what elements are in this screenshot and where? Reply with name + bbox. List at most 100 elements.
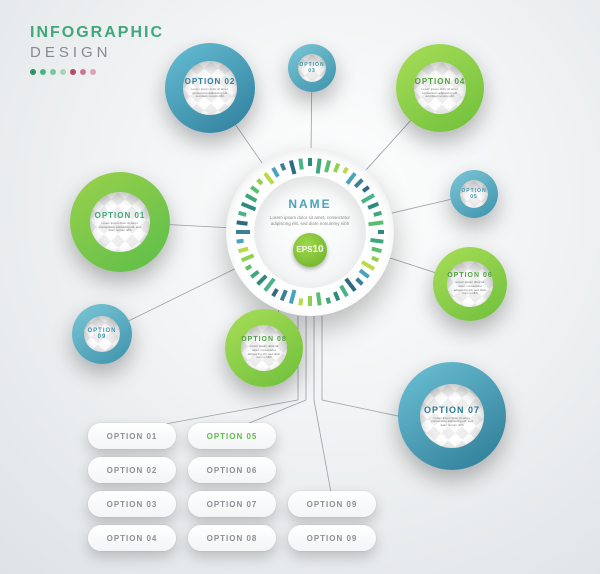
hub-tick xyxy=(245,193,257,202)
node-hole: OPTION 06Lorem ipsum dolor sit amet, con… xyxy=(447,261,493,307)
node-hole: OPTION 08 Lorem ipsum dolor sit amet, con… xyxy=(241,325,287,371)
hub-tick xyxy=(250,270,260,279)
hub-tick xyxy=(236,220,247,225)
node-hole: OPTION 05 xyxy=(460,180,488,208)
pill-option[interactable]: OPTION 01 xyxy=(88,423,176,449)
node-hole: OPTION 03 xyxy=(298,54,326,82)
pill-label: OPTION 04 xyxy=(107,534,158,543)
title-dot xyxy=(70,69,76,75)
node-hole: OPTION 01 Lorem ipsum dolor sit amet, con… xyxy=(90,192,150,252)
node-label: OPTION 08 xyxy=(241,336,287,343)
title-dot xyxy=(30,69,36,75)
node-label: OPTION 02 xyxy=(185,77,236,86)
node-opt09: OPTION 09 xyxy=(72,304,132,364)
hub-tick xyxy=(342,167,348,174)
eps-badge: EPS10 xyxy=(293,233,327,267)
title-dot-row xyxy=(30,69,164,75)
pill-option[interactable]: OPTION 09 xyxy=(288,525,376,551)
hub-tick xyxy=(355,277,363,285)
pill-label: OPTION 03 xyxy=(107,500,158,509)
hub-lorem: Lorem ipsum dolor sit amet, consectetur … xyxy=(268,215,352,226)
node-lorem: Lorem ipsum dolor sit amet, consectetur … xyxy=(247,345,282,359)
node-lorem: Lorem ipsum dolor sit amet, consectetur … xyxy=(421,88,460,99)
pill-option[interactable]: OPTION 08 xyxy=(188,525,276,551)
node-opt01: OPTION 01 Lorem ipsum dolor sit amet, con… xyxy=(70,172,170,272)
node-label: OPTION 06 xyxy=(447,272,493,279)
hub-tick xyxy=(236,230,250,234)
node-opt04: OPTION 04 Lorem ipsum dolor sit amet, con… xyxy=(396,44,484,132)
hub-tick xyxy=(280,163,286,171)
hub-tick xyxy=(361,260,375,270)
hub-tick xyxy=(238,211,247,217)
hub-tick xyxy=(308,158,312,166)
title-dot xyxy=(60,69,66,75)
pill-option[interactable]: OPTION 05 xyxy=(188,423,276,449)
hub-tick xyxy=(271,167,279,178)
node-lorem: Lorem ipsum dolor sit amet, consectetur … xyxy=(428,417,476,428)
hub-tick xyxy=(241,253,255,262)
pill-label: OPTION 06 xyxy=(207,466,258,475)
hub-tick xyxy=(378,230,384,234)
title-dot xyxy=(50,69,56,75)
hub-tick xyxy=(339,285,348,297)
title-dot xyxy=(90,69,96,75)
node-label: OPTION 04 xyxy=(415,77,466,86)
hub-tick xyxy=(324,160,331,173)
node-label: OPTION 05 xyxy=(460,188,488,200)
hub-tick xyxy=(362,185,370,192)
node-opt05: OPTION 05 xyxy=(450,170,498,218)
hub-tick xyxy=(373,211,382,217)
node-hole: OPTION 09 xyxy=(84,316,120,352)
canvas: INFOGRAPHIC DESIGN NAME Lorem ipsum dolo… xyxy=(0,0,600,574)
hub-tick xyxy=(371,256,379,262)
node-opt02: OPTION 02 Lorem ipsum dolor sit amet, con… xyxy=(165,43,255,133)
node-hole: OPTION 04 Lorem ipsum dolor sit amet, con… xyxy=(414,62,466,114)
pill-option[interactable]: OPTION 04 xyxy=(88,525,176,551)
pill-label: OPTION 02 xyxy=(107,466,158,475)
node-opt06: OPTION 06Lorem ipsum dolor sit amet, con… xyxy=(433,247,507,321)
hub-tick xyxy=(316,292,322,305)
hub-tick xyxy=(326,297,331,304)
hub-inner: NAME Lorem ipsum dolor sit amet, consect… xyxy=(254,176,366,288)
node-label: OPTION 01 xyxy=(95,211,146,220)
pill-label: OPTION 09 xyxy=(307,534,358,543)
pill-label: OPTION 08 xyxy=(207,534,258,543)
hub-tick xyxy=(371,247,382,253)
pill-option[interactable]: OPTION 03 xyxy=(88,491,176,517)
hub-tick xyxy=(370,238,383,244)
pill-label: OPTION 01 xyxy=(107,432,158,441)
pill-option[interactable]: OPTION 07 xyxy=(188,491,276,517)
node-lorem: Lorem ipsum dolor sit amet, consectetur … xyxy=(190,88,231,99)
hub-tick xyxy=(368,220,383,226)
hub-tick xyxy=(245,264,252,270)
pill-label: OPTION 07 xyxy=(207,500,258,509)
hub-name: NAME xyxy=(288,197,331,211)
node-lorem: Lorem ipsum dolor sit amet, consectetur … xyxy=(98,222,143,233)
node-label: OPTION 07 xyxy=(424,405,480,415)
node-opt03: OPTION 03 xyxy=(288,44,336,92)
hub-tick xyxy=(236,239,243,244)
hub-tick xyxy=(333,291,340,301)
title-line2: DESIGN xyxy=(30,44,164,61)
pill-option[interactable]: OPTION 02 xyxy=(88,457,176,483)
hub-tick xyxy=(280,289,288,301)
title-dot xyxy=(80,69,86,75)
eps-num: 10 xyxy=(312,244,323,255)
hub-tick xyxy=(289,289,296,304)
eps-label: EPS xyxy=(296,245,312,254)
hub-tick xyxy=(298,298,303,305)
hub-tick xyxy=(367,202,379,210)
hub-tick xyxy=(359,269,370,279)
hub-tick xyxy=(250,185,260,194)
hub-tick xyxy=(316,158,322,173)
hub-tick xyxy=(354,178,364,188)
title-line1: INFOGRAPHIC xyxy=(30,24,164,42)
pill-option[interactable]: OPTION 06 xyxy=(188,457,276,483)
title-block: INFOGRAPHIC DESIGN xyxy=(30,24,164,75)
hub-tick xyxy=(238,247,249,253)
node-label: OPTION 03 xyxy=(298,62,326,74)
pill-label: OPTION 09 xyxy=(307,500,358,509)
title-dot xyxy=(40,69,46,75)
node-hole: OPTION 07 Lorem ipsum dolor sit amet, con… xyxy=(420,384,484,448)
pill-option[interactable]: OPTION 09 xyxy=(288,491,376,517)
